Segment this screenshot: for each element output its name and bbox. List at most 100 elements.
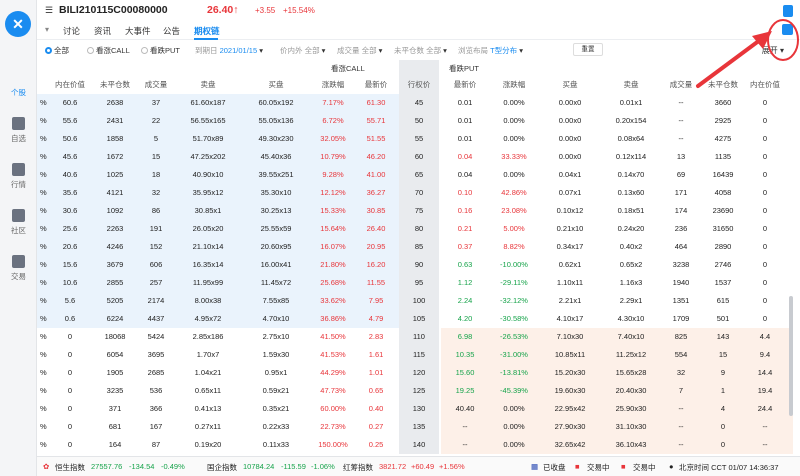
call-pct-cell: 150.00% [318, 440, 348, 449]
call-ask-cell: 26.05x20 [192, 224, 224, 233]
volume-select[interactable]: 成交量 全部 ▾ [337, 46, 383, 55]
panel-toggle-icon[interactable] [783, 5, 793, 17]
put-iv-cell: 0 [762, 242, 768, 251]
strike-cell: 95 [414, 278, 424, 287]
put-last-cell: 0.04 [457, 152, 473, 161]
put-oi-cell: 4058 [714, 188, 732, 197]
table-row[interactable]: % 25.6 2263 191 26.05x20 25.55x59 15.64% 26.40 8… [37, 220, 793, 239]
strike-cell: 125 [412, 386, 426, 395]
index-redchip-name[interactable]: 红筹指数 [343, 463, 373, 472]
table-row[interactable]: % 0.6 6224 4437 4.95x72 4.70x10 36.86% 4.79 105 4… [37, 310, 793, 329]
table-row[interactable]: % 0 3235 536 0.65x11 0.59x21 47.73% 0.65 125 19.2… [37, 382, 793, 401]
put-last-cell: 6.98 [457, 332, 473, 341]
table-header-row: 内在价值 未平仓数 成交量 卖盘 买盘 涨跌幅 最新价 行权价 最新价 涨跌幅 买盘 卖盘 成交量 未平仓… [37, 76, 793, 95]
call-oi-cell: 1858 [106, 134, 124, 143]
menu-icon[interactable]: ☰ [45, 5, 54, 15]
tab-events[interactable]: 大事件 [125, 26, 151, 36]
row-itm-highlight [441, 418, 793, 436]
put-bid-cell: 0.10x12 [556, 206, 584, 215]
call-bid-cell: 2.75x10 [262, 332, 290, 341]
call-last-cell: 0.65 [368, 386, 384, 395]
put-vol-cell: -- [678, 422, 684, 431]
table-row[interactable]: % 0 18068 5424 2.85x186 2.75x10 41.50% 2.83 110 6… [37, 328, 793, 347]
put-column-header: 涨跌幅 [502, 80, 526, 89]
reset-button[interactable]: 重置 [573, 43, 603, 56]
call-c0-cell: % [40, 404, 47, 413]
scrollbar[interactable] [789, 296, 793, 416]
layout-select[interactable]: 浏览布局 T型分布 ▾ [458, 46, 524, 55]
put-oi-cell: 2746 [714, 260, 732, 269]
call-iv-cell: 5.6 [64, 296, 76, 305]
table-row[interactable]: % 20.6 4246 152 21.10x14 20.60x95 16.07% 20.95 8… [37, 238, 793, 257]
chevron-down-icon[interactable]: ▾ [45, 25, 50, 34]
put-ask-cell: 7.40x10 [617, 332, 645, 341]
table-row[interactable]: % 5.6 5205 2174 8.00x38 7.55x85 33.62% 7.95 100 2… [37, 292, 793, 311]
call-ask-cell: 56.55x165 [190, 116, 226, 125]
sidebar-item-1[interactable]: 自选 [0, 117, 37, 144]
tab-announcements[interactable]: 公告 [163, 26, 181, 36]
table-row[interactable]: % 55.6 2431 22 56.55x165 55.05x136 6.72% 55.71 5… [37, 112, 793, 131]
index-hsi-name[interactable]: 恒生指数 [55, 463, 85, 472]
call-c0-cell: % [40, 134, 47, 143]
sidebar-item-3[interactable]: 社区 [0, 209, 37, 236]
strike-cell: 115 [413, 350, 425, 359]
put-oi-cell: 15 [718, 350, 728, 359]
call-last-cell: 55.71 [366, 116, 386, 125]
table-row[interactable]: % 0 371 366 0.41x13 0.35x21 60.00% 0.40 130 40.40… [37, 400, 793, 419]
table-row[interactable]: % 0 681 167 0.27x11 0.22x33 22.73% 0.27 135 -- 0.0… [37, 418, 793, 437]
table-row[interactable]: % 60.6 2638 37 61.60x187 60.05x192 7.17% 61.30 4… [37, 94, 793, 113]
call-oi-cell: 2431 [106, 116, 124, 125]
table-row[interactable]: % 0 6054 3695 1.70x7 1.59x30 41.53% 1.61 115 10.3… [37, 346, 793, 365]
sidebar-item-4[interactable]: 交易 [0, 255, 37, 282]
filter-all-radio[interactable]: 全部 [45, 45, 69, 56]
put-iv-cell: 0 [762, 260, 768, 269]
sidebar-item-0[interactable]: 个股 [0, 71, 37, 98]
table-row[interactable]: % 0 164 87 0.19x20 0.11x33 150.00% 0.25 140 -- 0.0… [37, 436, 793, 455]
app-logo-icon[interactable]: ✕ [5, 11, 31, 37]
put-pct-cell: 42.86% [501, 188, 527, 197]
put-last-cell: 0.01 [457, 134, 473, 143]
put-oi-cell: 0 [720, 440, 726, 449]
table-row[interactable]: % 45.6 1672 15 47.25x202 45.40x36 10.79% 46.20 6… [37, 148, 793, 167]
table-row[interactable]: % 15.6 3679 606 16.35x14 16.00x41 21.80% 16.20 9… [37, 256, 793, 275]
call-bid-cell: 0.35x21 [262, 404, 290, 413]
call-last-cell: 41.00 [366, 170, 386, 179]
put-ask-cell: 15.65x28 [615, 368, 647, 377]
table-row[interactable]: % 35.6 4121 32 35.95x12 35.30x10 12.12% 36.27 70… [37, 184, 793, 203]
collapse-panel-button[interactable] [782, 24, 793, 35]
tab-option-chain[interactable]: 期权链 [194, 26, 220, 36]
tab-news[interactable]: 资讯 [94, 26, 112, 36]
put-vol-cell: 69 [676, 170, 686, 179]
strike-cell: 70 [414, 188, 424, 197]
put-vol-cell: 32 [676, 368, 686, 377]
table-row[interactable]: % 0 1905 2685 1.04x21 0.95x1 44.29% 1.01 120 15.6… [37, 364, 793, 383]
table-row[interactable]: % 50.6 1858 5 51.70x89 49.30x230 32.05% 51.55 55… [37, 130, 793, 149]
put-group-label: 看跌PUT [449, 64, 479, 73]
put-bid-cell: 15.20x30 [554, 368, 586, 377]
expiry-select[interactable]: 到期日 2021/01/15 ▾ [195, 46, 263, 55]
put-oi-cell: 1 [720, 386, 726, 395]
filter-put-radio[interactable]: 看跌PUT [141, 45, 180, 56]
row-itm-highlight [441, 328, 793, 346]
sidebar-item-2[interactable]: 行情 [0, 163, 37, 190]
call-vol-cell: 15 [151, 152, 161, 161]
open-interest-select[interactable]: 未平仓数 全部 ▾ [394, 46, 447, 55]
moneyness-select[interactable]: 价内外 全部 ▾ [280, 46, 326, 55]
sidebar-item-label: 自选 [11, 134, 26, 143]
table-row[interactable]: % 10.6 2855 257 11.95x99 11.45x72 25.68% 11.55 9… [37, 274, 793, 293]
put-vol-cell: 7 [678, 386, 684, 395]
put-ask-cell: 11.25x12 [615, 350, 647, 359]
table-row[interactable]: % 30.6 1092 86 30.85x1 30.25x13 15.33% 30.85 75 0… [37, 202, 793, 221]
index-hscei-name[interactable]: 国企指数 [207, 463, 237, 472]
put-oi-cell: 31650 [712, 224, 734, 233]
hk-market-flag-icon: ■ [575, 462, 580, 471]
call-bid-cell: 20.60x95 [260, 242, 292, 251]
tab-discussion[interactable]: 讨论 [63, 26, 81, 36]
call-bid-cell: 1.59x30 [262, 350, 290, 359]
call-vol-cell: 257 [149, 278, 163, 287]
expand-button[interactable]: 展开 ▾ [761, 46, 784, 55]
index-hsi-pct: -0.49% [161, 462, 185, 471]
table-row[interactable]: % 40.6 1025 18 40.90x10 39.55x251 9.28% 41.00 65… [37, 166, 793, 185]
filter-call-radio[interactable]: 看涨CALL [87, 45, 130, 56]
put-bid-cell: 0.00x0 [558, 98, 582, 107]
